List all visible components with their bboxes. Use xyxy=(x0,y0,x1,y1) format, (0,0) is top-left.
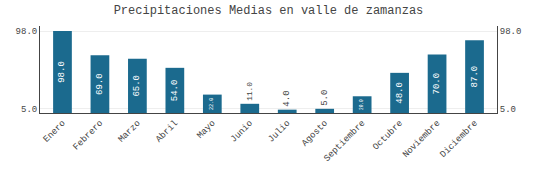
svg-text:20.0: 20.0 xyxy=(359,99,364,110)
svg-text:70.0: 70.0 xyxy=(432,73,442,95)
svg-text:65.0: 65.0 xyxy=(132,75,142,97)
svg-text:5.0: 5.0 xyxy=(500,105,516,115)
svg-text:Julio: Julio xyxy=(266,119,292,145)
svg-text:98.0: 98.0 xyxy=(16,27,38,37)
svg-text:11.0: 11.0 xyxy=(246,82,254,101)
svg-text:Abril: Abril xyxy=(154,119,180,145)
svg-text:87.0: 87.0 xyxy=(470,66,480,88)
svg-text:Enero: Enero xyxy=(42,119,68,145)
svg-text:98.0: 98.0 xyxy=(500,27,522,37)
svg-text:48.0: 48.0 xyxy=(395,82,405,104)
svg-text:54.0: 54.0 xyxy=(170,80,180,102)
svg-text:Diciembre: Diciembre xyxy=(438,119,479,160)
svg-text:Agosto: Agosto xyxy=(300,119,330,149)
svg-text:98.0: 98.0 xyxy=(57,61,67,83)
svg-text:Precipitaciones Medias en vall: Precipitaciones Medias en valle de zaman… xyxy=(114,4,424,18)
svg-text:Marzo: Marzo xyxy=(117,119,143,145)
svg-text:5.0: 5.0 xyxy=(21,105,37,115)
svg-text:Febrero: Febrero xyxy=(71,119,105,153)
svg-text:22.0: 22.0 xyxy=(209,98,215,110)
svg-text:Noviembre: Noviembre xyxy=(401,119,442,160)
svg-text:4.0: 4.0 xyxy=(282,90,292,106)
svg-text:Mayo: Mayo xyxy=(195,119,217,141)
svg-text:Junio: Junio xyxy=(229,119,255,145)
svg-text:Septiembre: Septiembre xyxy=(322,119,367,164)
svg-text:5.0: 5.0 xyxy=(320,90,330,106)
svg-text:69.0: 69.0 xyxy=(95,73,105,95)
svg-text:Octubre: Octubre xyxy=(371,119,405,153)
